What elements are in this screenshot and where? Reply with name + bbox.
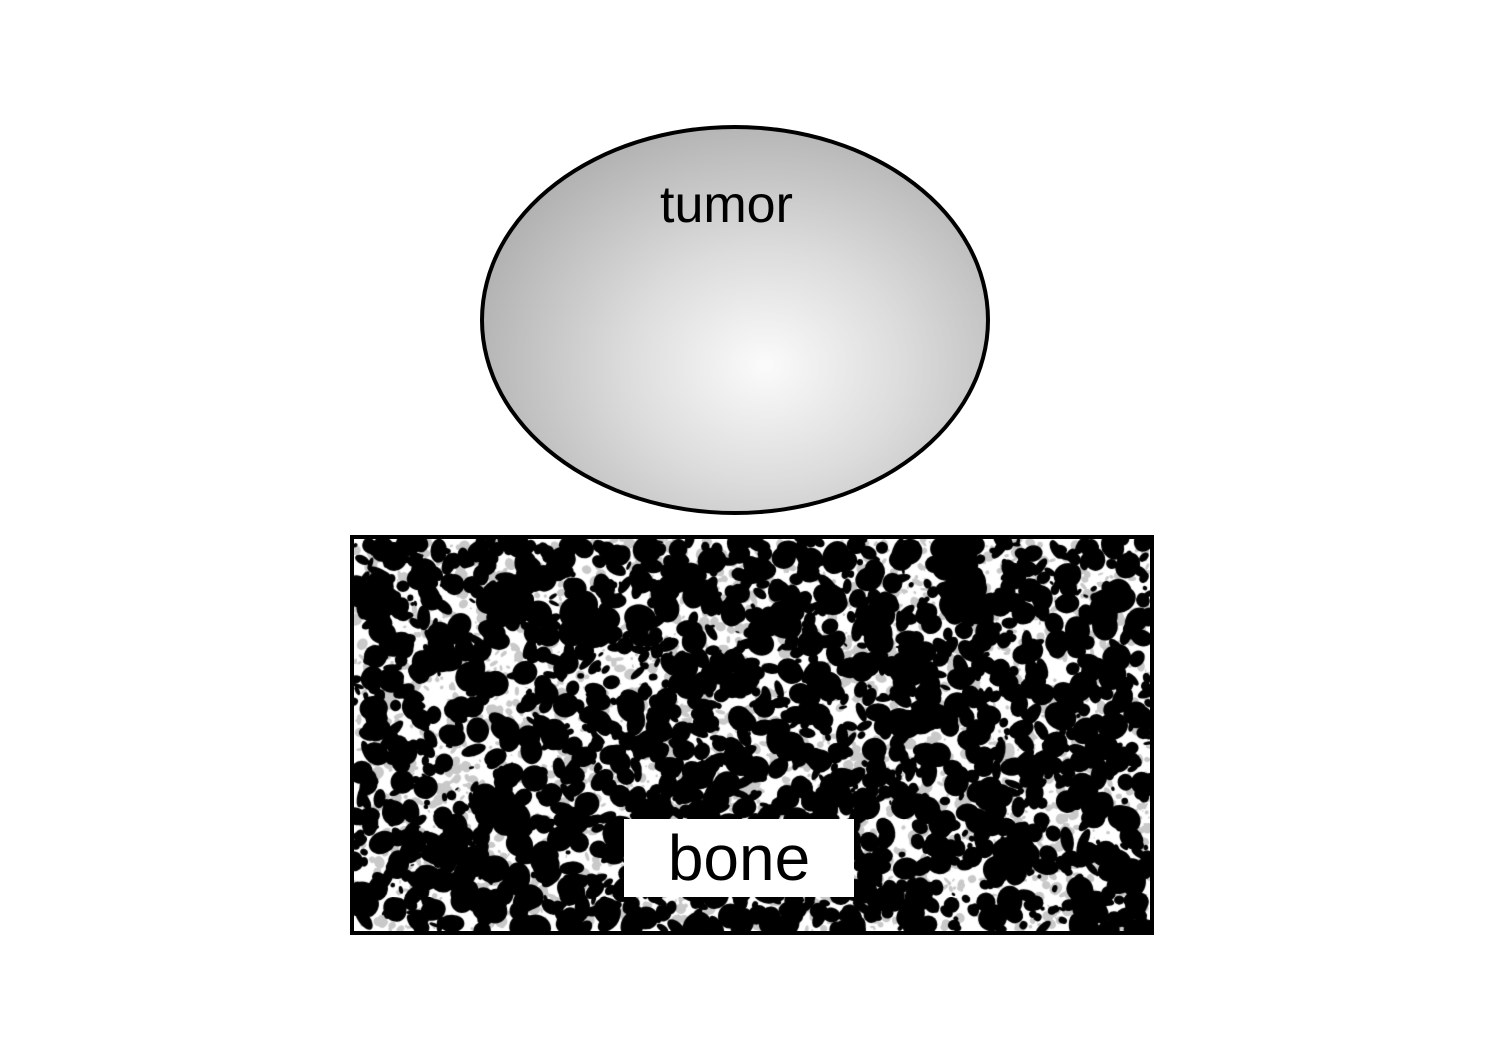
tumor-label: tumor: [660, 175, 793, 235]
bone-label-box: bone: [624, 819, 854, 897]
bone-label: bone: [668, 821, 810, 895]
diagram-stage: tumor bone: [0, 0, 1500, 1061]
bone-rectangle: bone: [350, 535, 1154, 935]
